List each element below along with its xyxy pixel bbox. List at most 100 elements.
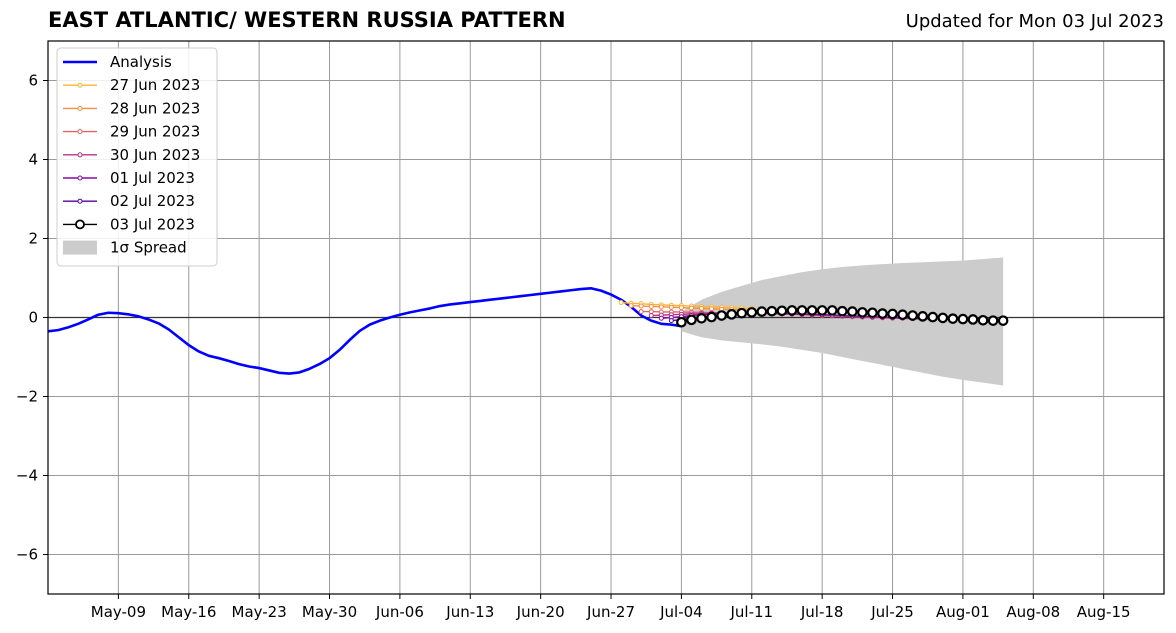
x-tick-label: May-09 [91,603,146,621]
data-point [816,305,828,316]
legend-entry-analysis: Analysis [63,53,172,71]
data-point [967,314,979,325]
data-point [668,304,674,310]
y-tick-label: −4 [16,467,38,485]
legend-marker [77,129,83,135]
legend: Analysis 27 Jun 2023 28 Jun 2023 29 Jun 202… [56,47,218,267]
legend-label: 02 Jul 2023 [110,192,195,210]
x-tick-label: Jun-20 [516,603,565,621]
x-tick-label: May-16 [161,603,216,621]
data-point [638,303,644,309]
legend-label: 1σ Spread [110,239,187,257]
legend-entry-01-jul-2023: 01 Jul 2023 [63,169,195,187]
data-point [927,311,939,323]
data-point [706,311,717,323]
spread-band [681,257,1004,386]
data-point [668,318,674,324]
data-point [736,307,748,319]
data-point [756,306,768,317]
data-point [987,315,999,326]
data-point [917,311,929,322]
legend-entry-30-jun-2023: 30 Jun 2023 [63,146,200,164]
data-point [726,309,737,320]
legend-entry-02-jul-2023: 02 Jul 2023 [63,192,195,210]
legend-marker [77,175,83,181]
y-tick-label: −6 [16,546,38,564]
data-point [678,305,684,311]
chart-subtitle: Updated for Mon 03 Jul 2023 [905,11,1164,32]
x-tick-label: Jul-11 [729,603,773,621]
series-line [661,312,933,320]
legend-entry-1-spread: 1σ Spread [63,239,187,257]
data-point [658,315,664,321]
series-analysis [47,286,682,375]
data-point [947,313,959,324]
data-point [857,307,868,318]
x-tick-label: Jul-04 [659,603,703,621]
data-point [977,314,989,326]
data-point [688,305,694,311]
series-layer [47,286,1009,375]
data-point [826,305,838,316]
data-point [699,305,705,311]
axes-border [47,40,1165,595]
data-point [648,309,654,315]
x-tick-label: May-23 [232,603,287,621]
data-point [867,307,878,319]
data-point [796,305,808,316]
y-tick-label: 0 [28,309,38,327]
y-tick-label: 4 [28,151,38,169]
series-03-jul-2023 [676,305,1009,328]
data-point [907,310,918,321]
legend-entry-27-jun-2023: 27 Jun 2023 [63,76,200,94]
legend-entry-03-jul-2023: 03 Jul 2023 [63,215,195,233]
x-tick-label: Aug-01 [936,603,990,621]
spread-band-layer [681,257,1004,386]
x-tick-label: Jul-25 [870,603,914,621]
axes-frame [43,40,1165,599]
legend-marker [77,198,83,204]
chart-title: EAST ATLANTIC/ WESTERN RUSSIA PATTERN [48,8,566,32]
data-point [648,303,654,309]
data-point [766,305,778,317]
x-tick-label: Jun-27 [586,603,635,621]
x-tick-label: Jun-06 [375,603,424,621]
legend-label: 28 Jun 2023 [110,99,200,117]
data-point [957,313,969,325]
data-point [897,309,908,321]
legend-swatch [63,240,97,255]
data-point [847,306,858,317]
legend-label: 03 Jul 2023 [110,215,195,233]
data-point [686,314,697,326]
legend-label: 01 Jul 2023 [110,169,195,187]
x-tick-label: May-30 [302,603,357,621]
data-point [628,303,634,309]
legend-marker [77,152,83,158]
data-point [937,312,949,324]
data-point [709,306,715,312]
legend-label: 29 Jun 2023 [110,123,200,141]
data-point [997,315,1009,326]
data-point [806,305,818,316]
data-point [887,308,898,320]
data-point [716,310,727,321]
x-tick-label: Jun-13 [445,603,494,621]
data-point [877,308,888,319]
y-tick-label: −2 [16,388,38,406]
y-tick-label: 6 [28,72,38,90]
legend-marker [77,82,83,88]
x-tick-label: Aug-08 [1006,603,1060,621]
data-point [746,307,758,318]
data-point [776,305,788,317]
data-point [696,312,707,324]
tick-labels: May-09 May-16 May-23 May-30 Jun-06 Jun-13 Jun-… [16,72,1131,622]
legend-label: 30 Jun 2023 [110,146,200,164]
legend-label: Analysis [110,53,172,71]
legend-entry-29-jun-2023: 29 Jun 2023 [63,123,200,141]
legend-entry-28-jun-2023: 28 Jun 2023 [63,99,200,117]
data-point [836,305,848,317]
x-tick-label: Jul-18 [800,603,844,621]
legend-marker [77,105,83,111]
data-point [676,316,687,328]
